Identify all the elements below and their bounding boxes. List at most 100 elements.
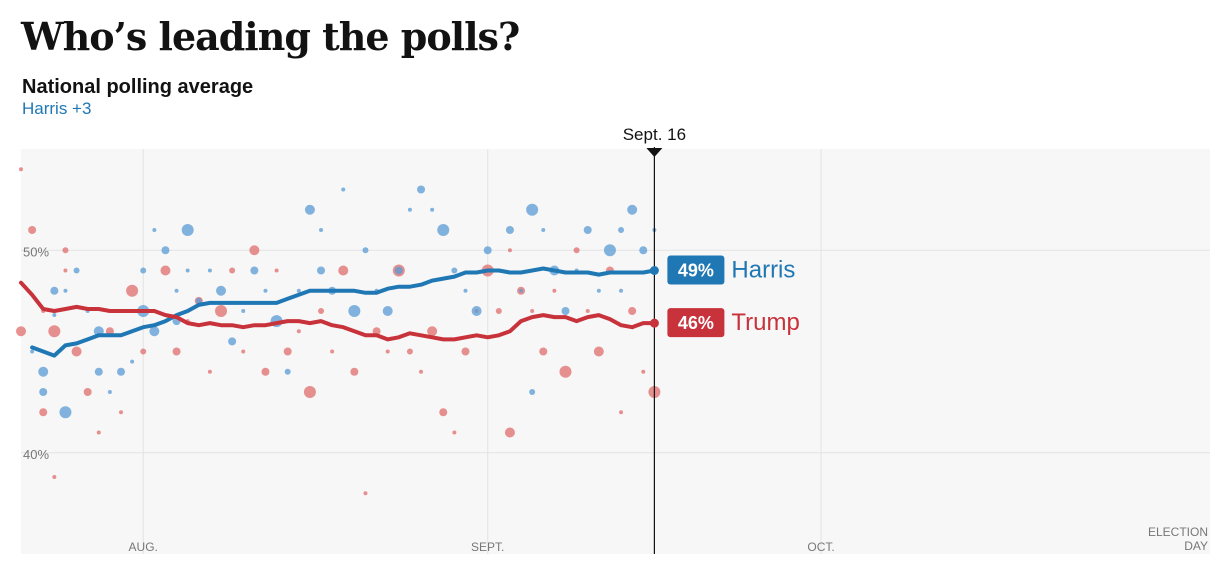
trump-poll-dot [172, 347, 181, 356]
trump-poll-dot [52, 475, 57, 480]
harris-poll-dot [140, 267, 147, 274]
harris-poll-dot [627, 204, 638, 215]
harris-poll-dot [149, 326, 160, 337]
trump-average-line [19, 280, 657, 342]
trump-poll-dot [593, 346, 604, 357]
harris-poll-dot [362, 247, 369, 254]
harris-poll-dot [195, 297, 202, 304]
current-date-marker [646, 148, 663, 157]
harris-poll-dot [603, 244, 616, 257]
trump-poll-dot [296, 329, 301, 334]
harris-end-badge [667, 255, 725, 285]
trump-poll-dot [452, 430, 457, 435]
harris-poll-dot [39, 388, 48, 396]
harris-poll-dot [583, 226, 592, 234]
harris-poll-dot [317, 266, 326, 275]
harris-poll-dot [394, 266, 403, 275]
trump-series-label: Trump [731, 309, 799, 336]
trump-poll-dot [504, 427, 515, 438]
trump-poll-dot [28, 226, 37, 234]
harris-end-point [649, 266, 659, 275]
trump-poll-dot [39, 408, 48, 417]
harris-average-line [30, 266, 657, 358]
trump-poll-dot [619, 410, 624, 415]
trump-poll-dot [105, 327, 114, 336]
harris-poll-dot [207, 268, 212, 273]
harris-poll-dot [161, 246, 170, 255]
harris-poll-dot [250, 266, 259, 275]
harris-poll-dot [50, 286, 59, 295]
trump-poll-dot [350, 367, 359, 376]
harris-poll-dot [341, 187, 346, 192]
harris-poll-dot [639, 246, 648, 255]
trump-end-point [649, 318, 659, 328]
harris-poll-dot [407, 207, 412, 212]
trump-poll-dot [261, 367, 270, 376]
harris-series-label: Harris [731, 257, 795, 284]
harris-poll-dot [463, 288, 468, 293]
harris-poll-dot [185, 268, 190, 273]
harris-poll-dot [505, 226, 514, 234]
harris-poll-dot [284, 368, 291, 375]
harris-poll-dot [382, 306, 393, 316]
harris-poll-dot [483, 246, 492, 255]
harris-poll-dot [296, 288, 301, 293]
plot-background [21, 149, 1210, 554]
trump-poll-dot [427, 326, 438, 337]
x-tick-label-election-day: ELECTION DAY [1148, 525, 1208, 553]
trump-poll-dot [62, 247, 69, 254]
trump-end-badge [667, 308, 725, 338]
trump-poll-dot [385, 349, 390, 354]
trump-poll-dot [71, 346, 82, 357]
trump-poll-dot [507, 248, 512, 253]
harris-poll-dot [94, 367, 103, 376]
harris-poll-dot [107, 390, 112, 394]
trump-poll-dot [126, 284, 139, 297]
harris-poll-dot [59, 406, 72, 419]
trump-poll-dot [241, 349, 246, 354]
trump-end-value: 46% [678, 313, 714, 333]
harris-poll-dot [130, 359, 135, 364]
harris-poll-dot [529, 389, 536, 395]
trump-poll-dot [207, 369, 212, 374]
trump-poll-dot [585, 309, 590, 313]
leader-margin: Harris +3 [22, 99, 92, 118]
harris-poll-dot [52, 313, 57, 318]
trump-poll-dot [330, 349, 335, 354]
trump-poll-dot [628, 307, 637, 315]
trump-poll-dot [495, 308, 502, 314]
trump-poll-dot [539, 347, 548, 356]
trump-poll-dot [530, 309, 535, 313]
harris-poll-dot [73, 267, 80, 274]
trump-poll-dot [119, 410, 124, 415]
harris-end-value: 49% [678, 261, 714, 281]
trump-poll-dot [283, 347, 292, 356]
harris-poll-dot [541, 228, 546, 232]
harris-poll-dot [30, 349, 35, 354]
x-tick-label: OCT. [807, 540, 834, 554]
harris-poll-dot [152, 228, 157, 232]
harris-poll-dot [63, 288, 68, 293]
trump-poll-dot [559, 365, 572, 378]
harris-poll-dot [417, 185, 426, 194]
trump-poll-dot [140, 348, 147, 355]
trump-poll-dot [249, 245, 260, 256]
trump-poll-dot [406, 348, 413, 355]
harris-poll-dot [38, 366, 49, 377]
harris-poll-dot [304, 204, 315, 215]
y-tick-label: 50% [23, 244, 49, 259]
current-date-label: Sept. 16 [623, 125, 686, 144]
harris-poll-dot [451, 267, 458, 274]
headline: Who’s leading the polls? [21, 14, 520, 59]
trump-poll-dot [160, 265, 171, 276]
y-tick-label: 40% [23, 447, 49, 462]
harris-poll-dot [263, 288, 268, 293]
harris-poll-dot [596, 288, 601, 293]
harris-poll-dot [471, 306, 482, 316]
trump-poll-dot [372, 327, 381, 336]
trump-poll-dot [363, 491, 368, 496]
harris-poll-dot [348, 305, 361, 317]
trump-poll-dot [461, 347, 470, 356]
harris-poll-dot [619, 288, 624, 293]
